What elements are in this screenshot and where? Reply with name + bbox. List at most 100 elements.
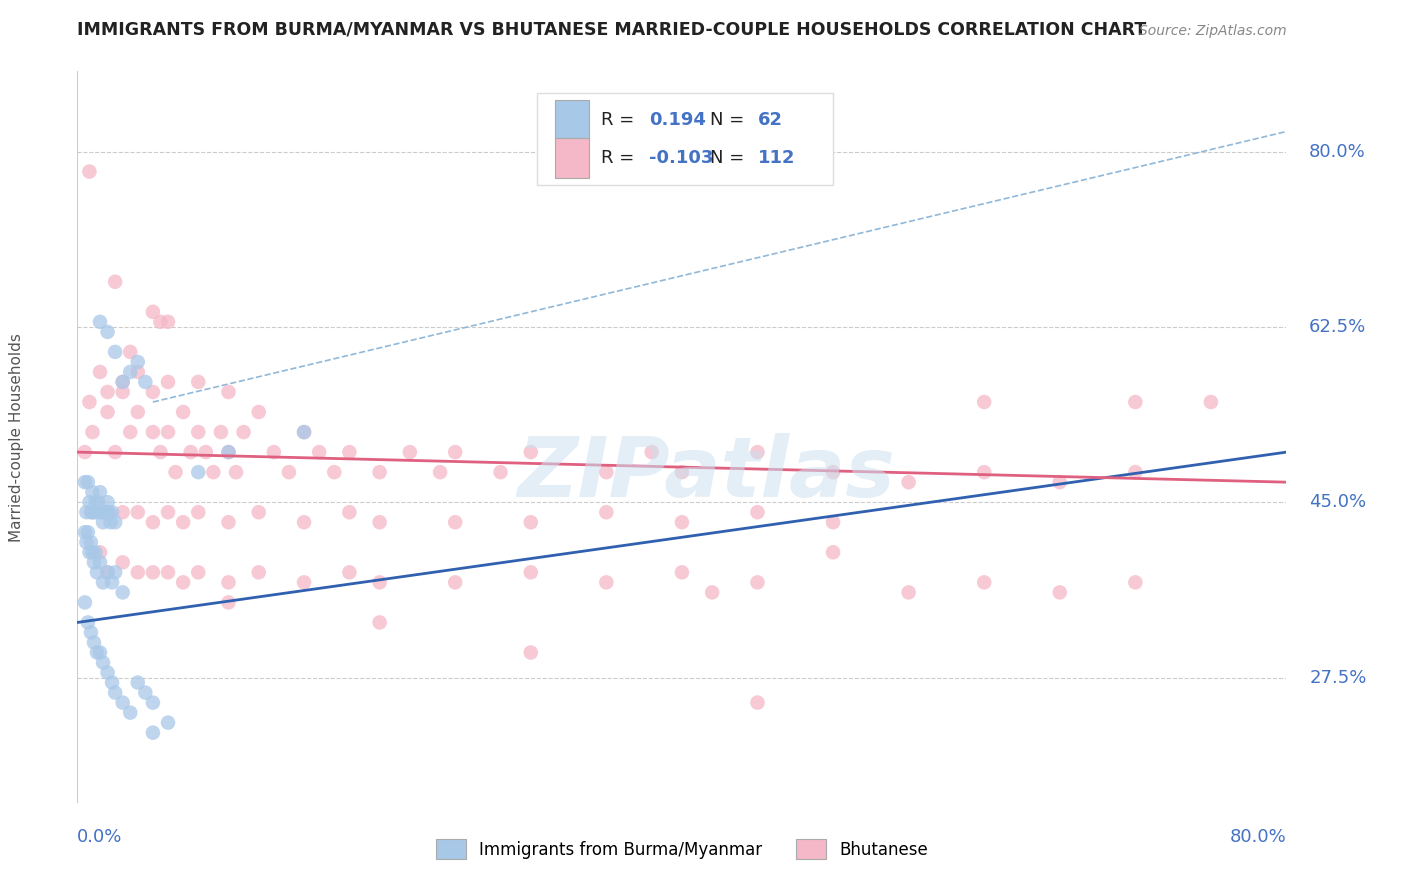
- Point: [1049, 585, 1071, 599]
- Point: [520, 646, 543, 660]
- Text: R =: R =: [600, 111, 634, 128]
- Point: [368, 615, 391, 630]
- Point: [157, 505, 180, 519]
- Point: [111, 696, 134, 710]
- Point: [339, 445, 360, 459]
- Point: [1125, 465, 1147, 479]
- Point: [973, 465, 995, 479]
- Point: [100, 515, 122, 529]
- Point: [101, 575, 124, 590]
- Point: [595, 575, 617, 590]
- Point: [111, 375, 134, 389]
- Point: [104, 566, 127, 580]
- Point: [520, 445, 543, 459]
- Text: 62: 62: [758, 111, 783, 128]
- Point: [671, 515, 693, 529]
- Point: [157, 425, 180, 439]
- Point: [80, 505, 103, 519]
- Point: [489, 465, 512, 479]
- Point: [897, 475, 920, 490]
- Text: 27.5%: 27.5%: [1309, 668, 1367, 687]
- Point: [671, 465, 693, 479]
- Point: [172, 405, 194, 419]
- Point: [86, 566, 108, 580]
- Point: [111, 375, 134, 389]
- Point: [89, 485, 111, 500]
- Point: [429, 465, 451, 479]
- Point: [73, 595, 96, 609]
- Point: [165, 465, 187, 479]
- Point: [399, 445, 422, 459]
- Point: [77, 475, 100, 490]
- Point: [218, 575, 240, 590]
- Point: [142, 515, 165, 529]
- Point: [180, 445, 202, 459]
- Point: [368, 575, 391, 590]
- Point: [339, 566, 360, 580]
- Point: [187, 505, 209, 519]
- Text: 0.0%: 0.0%: [77, 828, 122, 846]
- Point: [520, 515, 543, 529]
- Point: [104, 515, 127, 529]
- Text: 45.0%: 45.0%: [1309, 493, 1367, 511]
- Point: [142, 725, 165, 739]
- Point: [96, 495, 118, 509]
- Point: [89, 545, 111, 559]
- Point: [82, 425, 104, 439]
- Text: N =: N =: [710, 111, 744, 128]
- FancyBboxPatch shape: [555, 100, 589, 140]
- Point: [157, 315, 180, 329]
- Point: [747, 505, 769, 519]
- Point: [172, 515, 194, 529]
- Point: [157, 566, 180, 580]
- Point: [104, 345, 127, 359]
- Point: [595, 465, 617, 479]
- Point: [1049, 475, 1071, 490]
- Point: [187, 465, 209, 479]
- Point: [73, 525, 96, 540]
- Point: [292, 425, 315, 439]
- Point: [87, 495, 110, 509]
- Point: [77, 615, 100, 630]
- Point: [187, 375, 209, 389]
- Point: [218, 445, 240, 459]
- Point: [127, 566, 149, 580]
- Point: [292, 515, 315, 529]
- Point: [641, 445, 664, 459]
- Point: [232, 425, 254, 439]
- Text: Source: ZipAtlas.com: Source: ZipAtlas.com: [1139, 24, 1286, 38]
- Point: [218, 445, 240, 459]
- Point: [142, 696, 165, 710]
- Point: [98, 505, 121, 519]
- Point: [79, 395, 101, 409]
- Point: [292, 575, 315, 590]
- Point: [897, 585, 920, 599]
- Point: [82, 545, 104, 559]
- Point: [247, 505, 270, 519]
- Point: [973, 395, 995, 409]
- Point: [96, 325, 118, 339]
- Point: [225, 465, 247, 479]
- Point: [142, 305, 165, 319]
- Point: [120, 345, 142, 359]
- Point: [187, 425, 209, 439]
- Point: [91, 515, 114, 529]
- Point: [101, 675, 124, 690]
- Point: [218, 515, 240, 529]
- Point: [83, 505, 105, 519]
- Point: [339, 505, 360, 519]
- Point: [127, 675, 149, 690]
- Point: [444, 515, 467, 529]
- Point: [142, 566, 165, 580]
- Point: [149, 315, 172, 329]
- Point: [101, 505, 124, 519]
- Point: [86, 505, 108, 519]
- Point: [89, 315, 111, 329]
- Point: [79, 495, 101, 509]
- Text: N =: N =: [710, 149, 744, 168]
- Point: [75, 505, 97, 519]
- Point: [1199, 395, 1222, 409]
- Point: [247, 566, 270, 580]
- Point: [127, 405, 149, 419]
- Point: [96, 405, 118, 419]
